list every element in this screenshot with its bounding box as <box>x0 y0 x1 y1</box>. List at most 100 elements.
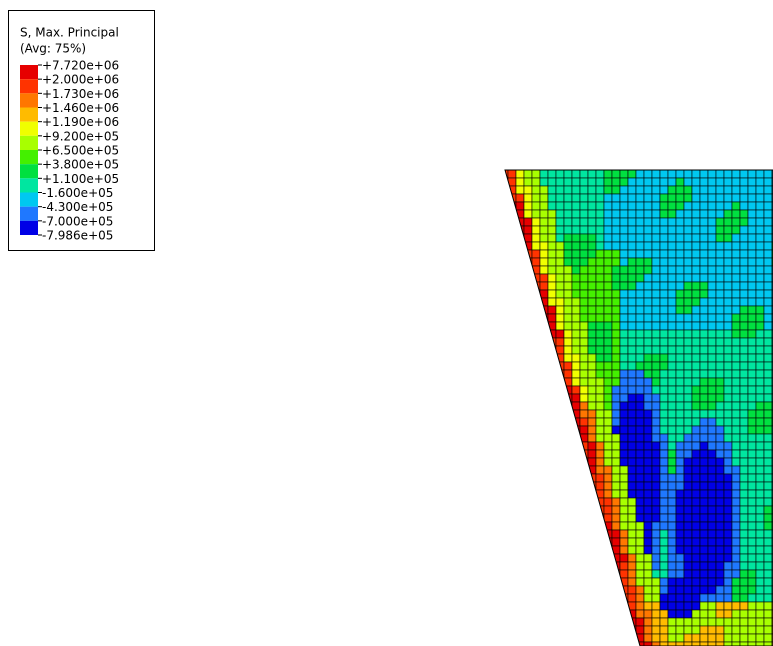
element <box>643 321 653 331</box>
element <box>611 401 621 411</box>
legend-label: +1.100e+05 <box>42 172 119 186</box>
element <box>659 513 669 523</box>
element <box>699 377 709 387</box>
element <box>675 553 685 563</box>
element <box>505 425 509 435</box>
element <box>587 353 597 363</box>
element <box>675 281 685 291</box>
element <box>539 609 549 619</box>
element <box>723 289 733 299</box>
element <box>507 577 517 587</box>
element <box>723 257 733 267</box>
element <box>667 577 677 587</box>
element <box>635 329 645 339</box>
element <box>739 305 749 315</box>
element <box>755 601 765 611</box>
element <box>627 289 637 299</box>
element <box>643 513 653 523</box>
element <box>515 505 525 515</box>
element <box>555 537 565 547</box>
element <box>723 265 733 275</box>
element <box>667 225 677 235</box>
element <box>555 337 565 347</box>
element <box>563 337 573 347</box>
element <box>547 305 557 315</box>
element <box>683 537 693 547</box>
element <box>755 193 765 203</box>
element <box>571 577 581 587</box>
element <box>635 353 645 363</box>
element <box>755 505 765 515</box>
element <box>595 521 605 531</box>
element <box>715 297 725 307</box>
element <box>595 617 605 627</box>
element <box>747 489 757 499</box>
element <box>715 417 725 427</box>
element <box>651 561 661 571</box>
element <box>683 273 693 283</box>
element <box>635 170 645 179</box>
element <box>763 641 773 646</box>
element <box>523 185 533 195</box>
element <box>515 393 525 403</box>
element <box>523 209 533 219</box>
element <box>715 561 725 571</box>
element <box>603 617 613 627</box>
element <box>523 393 533 403</box>
element <box>635 297 645 307</box>
element <box>515 377 525 387</box>
element <box>659 329 669 339</box>
element <box>555 553 565 563</box>
element <box>683 305 693 315</box>
element <box>531 313 541 323</box>
element <box>587 425 597 435</box>
element <box>587 569 597 579</box>
element <box>699 601 709 611</box>
element <box>587 521 597 531</box>
element <box>675 481 685 491</box>
element <box>627 185 637 195</box>
element <box>723 393 733 403</box>
element <box>579 537 589 547</box>
element <box>643 489 653 499</box>
element <box>555 377 565 387</box>
element <box>619 297 629 307</box>
element <box>675 401 685 411</box>
element <box>715 337 725 347</box>
element <box>635 545 645 555</box>
element <box>505 481 509 491</box>
element <box>659 201 669 211</box>
element <box>515 193 525 203</box>
element <box>755 465 765 475</box>
element <box>699 329 709 339</box>
element <box>507 505 517 515</box>
element <box>731 609 741 619</box>
element <box>603 329 613 339</box>
element <box>505 633 509 643</box>
element <box>595 241 605 251</box>
element <box>707 273 717 283</box>
element <box>715 641 725 646</box>
element <box>755 625 765 635</box>
element <box>603 473 613 483</box>
legend-swatch <box>20 79 38 94</box>
element <box>763 225 773 235</box>
element <box>579 417 589 427</box>
element <box>571 337 581 347</box>
element <box>715 241 725 251</box>
element <box>747 305 757 315</box>
element <box>603 489 613 499</box>
element <box>505 457 509 467</box>
element <box>611 593 621 603</box>
element <box>731 625 741 635</box>
legend-label: -4.300e+05 <box>42 200 113 214</box>
element <box>683 193 693 203</box>
element <box>731 585 741 595</box>
element <box>555 249 565 259</box>
element <box>675 225 685 235</box>
element <box>667 281 677 291</box>
element <box>683 393 693 403</box>
element <box>571 193 581 203</box>
element <box>755 225 765 235</box>
element <box>747 313 757 323</box>
